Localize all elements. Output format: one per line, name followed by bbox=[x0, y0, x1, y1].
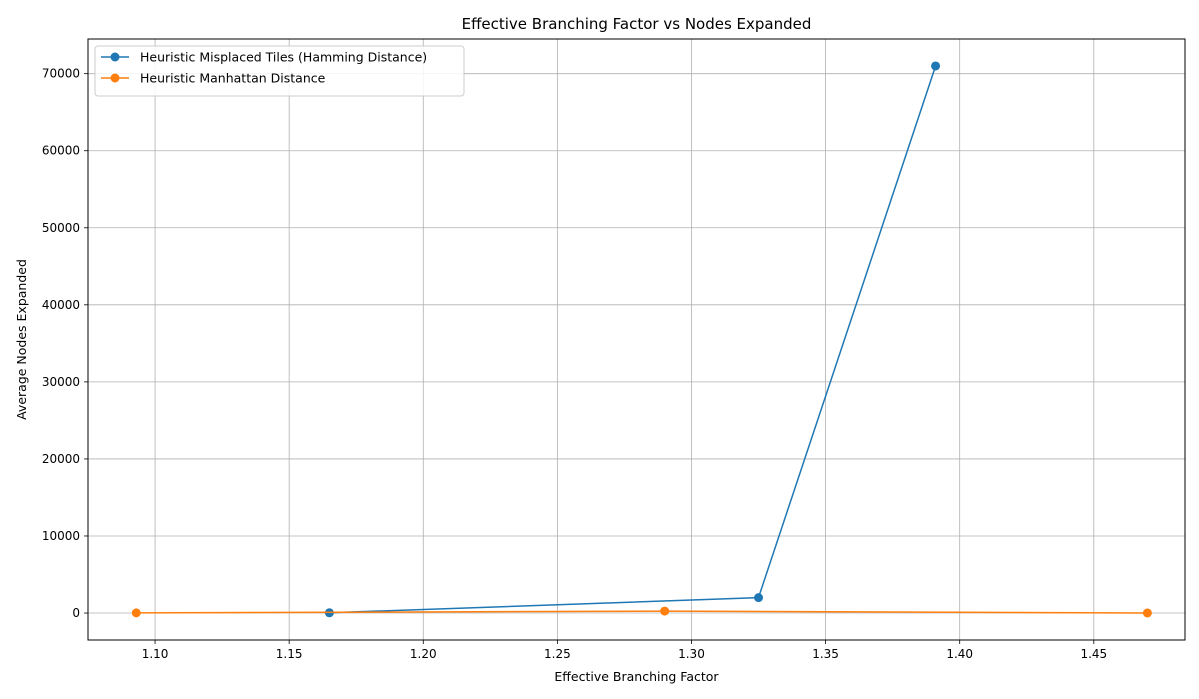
series-2 bbox=[131, 606, 1152, 618]
x-axis-label: Effective Branching Factor bbox=[554, 669, 719, 684]
x-tick-label: 1.10 bbox=[142, 647, 169, 661]
x-tick-label: 1.15 bbox=[276, 647, 303, 661]
data-point bbox=[660, 606, 670, 616]
y-tick-label: 10000 bbox=[42, 529, 80, 543]
y-axis-label: Average Nodes Expanded bbox=[14, 259, 29, 420]
y-tick-label: 70000 bbox=[42, 67, 80, 81]
data-point bbox=[131, 608, 141, 618]
x-tick-label: 1.35 bbox=[812, 647, 839, 661]
legend-marker bbox=[110, 52, 120, 62]
x-tick-label: 1.20 bbox=[410, 647, 437, 661]
y-tick-label: 60000 bbox=[42, 144, 80, 158]
data-point bbox=[754, 593, 764, 603]
ticks: 1.10 1.15 1.20 1.25 1.30 1.35 1.40 1.45 0 10000 20… bbox=[42, 67, 1107, 661]
chart-title: Effective Branching Factor vs Nodes Expa… bbox=[462, 15, 812, 33]
x-tick-label: 1.30 bbox=[678, 647, 705, 661]
y-tick-label: 30000 bbox=[42, 375, 80, 389]
y-tick-label: 0 bbox=[72, 606, 80, 620]
legend: Heuristic Misplaced Tiles (Hamming Dista… bbox=[94, 45, 465, 97]
x-tick-label: 1.45 bbox=[1080, 647, 1107, 661]
legend-label: Heuristic Manhattan Distance bbox=[140, 71, 326, 86]
x-tick-label: 1.40 bbox=[946, 647, 973, 661]
data-point bbox=[1142, 608, 1152, 618]
y-tick-label: 40000 bbox=[42, 298, 80, 312]
legend-box bbox=[94, 45, 465, 97]
grid bbox=[88, 39, 1185, 640]
y-tick-label: 50000 bbox=[42, 221, 80, 235]
x-tick-label: 1.25 bbox=[544, 647, 571, 661]
series-layer bbox=[131, 61, 1152, 618]
y-tick-label: 20000 bbox=[42, 452, 80, 466]
legend-marker bbox=[110, 73, 120, 83]
series-1 bbox=[324, 61, 941, 618]
plot-frame bbox=[87, 38, 1186, 641]
data-point bbox=[931, 61, 941, 71]
legend-label: Heuristic Misplaced Tiles (Hamming Dista… bbox=[140, 50, 427, 65]
